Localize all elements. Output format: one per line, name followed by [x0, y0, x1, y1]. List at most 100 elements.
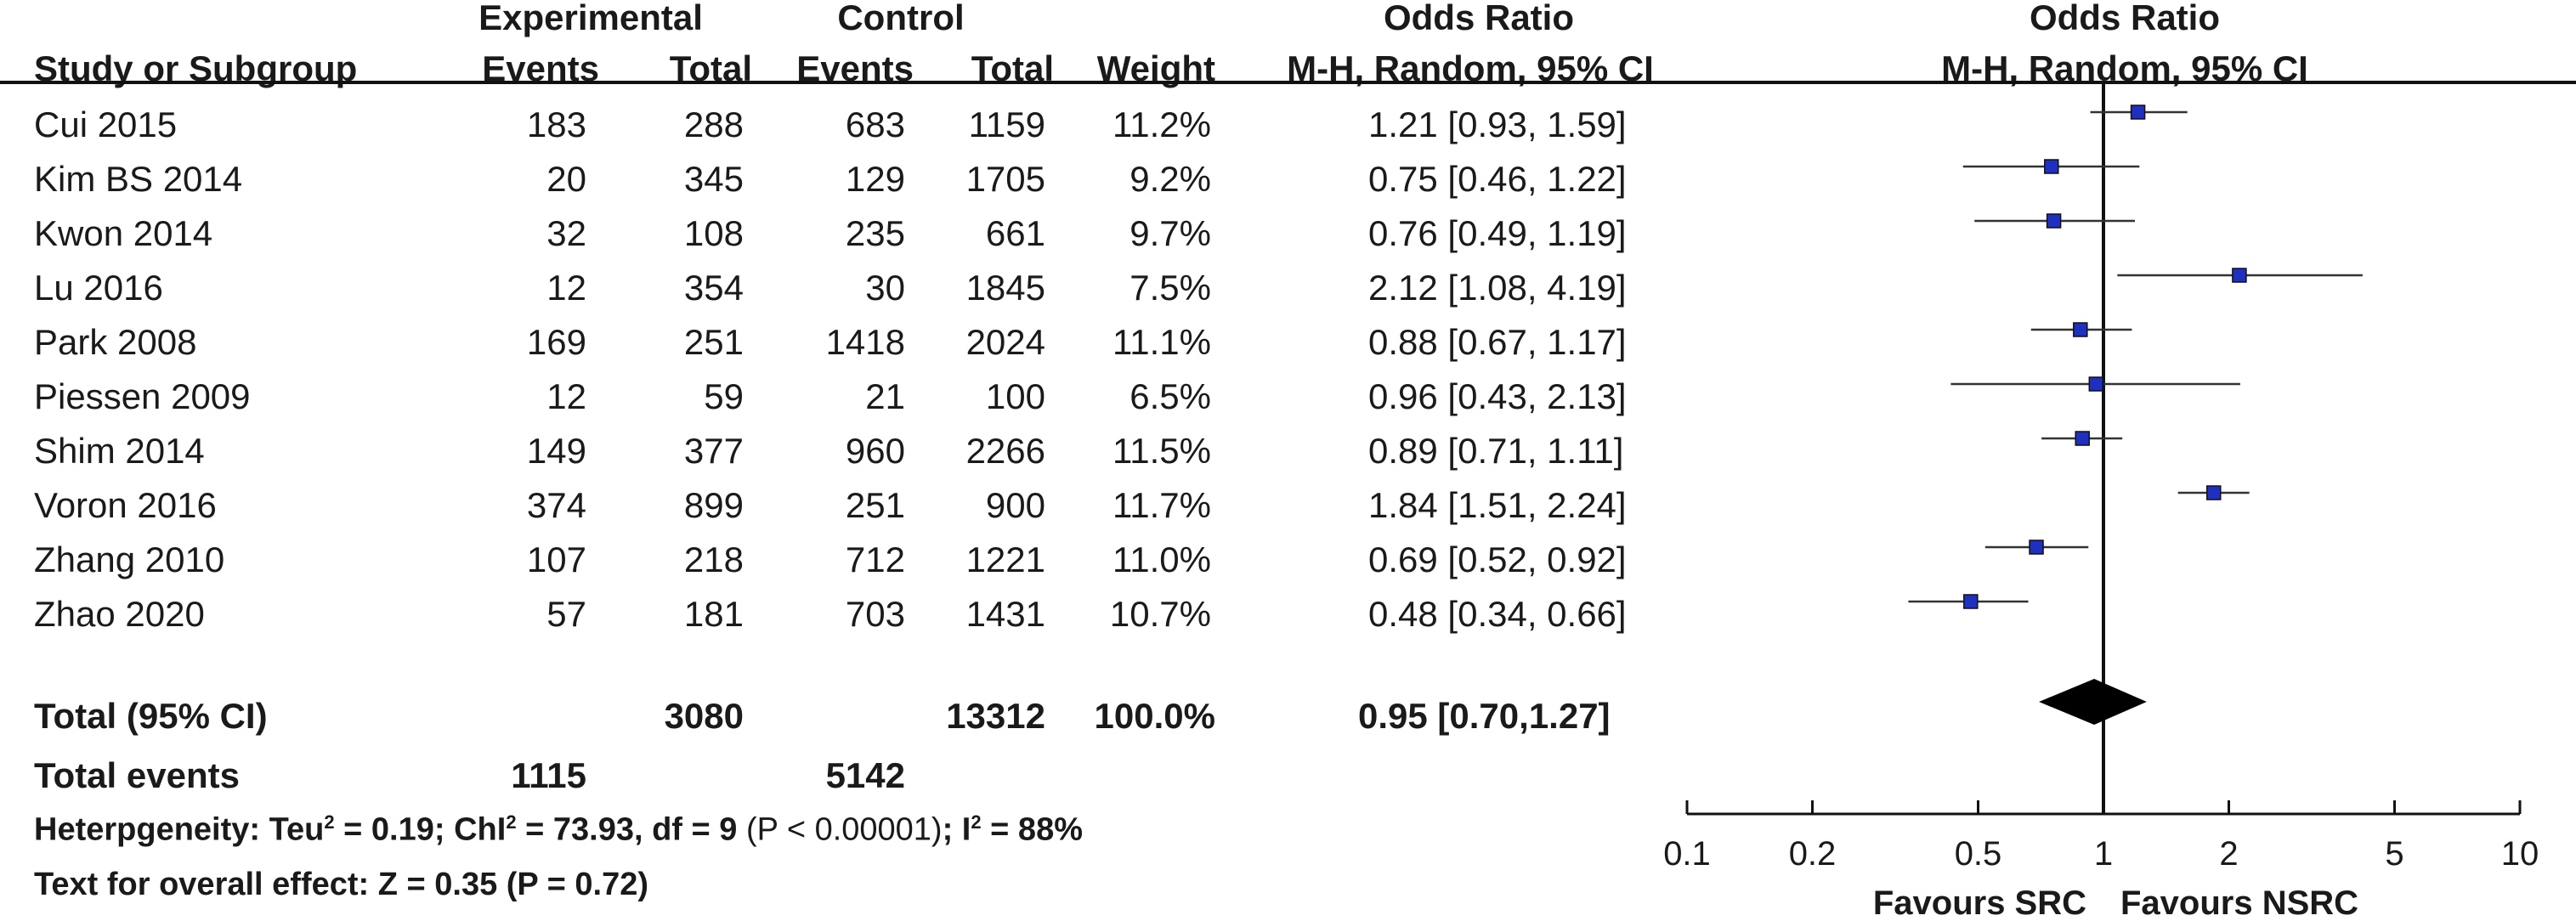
- or-ci-cell: 0.89 [0.71, 1.11]: [1368, 431, 1624, 471]
- study-name: Shim 2014: [34, 431, 205, 471]
- weight-cell: 7.5%: [1129, 268, 1211, 308]
- point-marker: [2088, 376, 2104, 392]
- weight-cell: 11.0%: [1112, 540, 1211, 579]
- odds-ratio-plot-group-header: Odds Ratio: [2029, 0, 2220, 37]
- ctl-events-cell: 30: [865, 268, 905, 308]
- study-name: Kim BS 2014: [34, 159, 243, 199]
- header-divider: [0, 81, 2576, 84]
- pooled-diamond: [2039, 679, 2147, 725]
- exp-total-cell: 218: [683, 540, 744, 579]
- exp-events-cell: 374: [526, 485, 586, 525]
- or-ci-cell: 0.96 [0.43, 2.13]: [1368, 376, 1627, 416]
- x-tick-label: 0.1: [1663, 835, 1711, 873]
- ctl-events-cell: 21: [865, 376, 905, 416]
- exp-total-cell: 251: [683, 322, 744, 362]
- exp-total-cell: 354: [683, 268, 744, 308]
- study-name: Voron 2016: [34, 485, 217, 525]
- total-events-ctl: 5142: [825, 755, 905, 795]
- x-tick-label: 2: [2219, 835, 2238, 873]
- or-ci-cell: 1.21 [0.93, 1.59]: [1368, 105, 1627, 144]
- ctl-total-cell: 2024: [965, 322, 1045, 362]
- table-row: Kwon 2014 32 108 235 661 9.7% 0.76 [0.49…: [0, 216, 1700, 267]
- total-events-label: Total events: [34, 755, 240, 795]
- ctl-total-cell: 900: [985, 485, 1045, 525]
- ctl-total-cell: 2266: [965, 431, 1045, 471]
- or-plot-column-header: M-H, Random, 95% CI: [1941, 48, 2308, 88]
- weight-cell: 11.2%: [1112, 105, 1211, 144]
- point-marker: [2232, 268, 2247, 283]
- table-row: Kim BS 2014 20 345 129 1705 9.2% 0.75 [0…: [0, 161, 1700, 212]
- ctl-events-cell: 129: [845, 159, 905, 199]
- ctl-events-cell: 683: [845, 105, 905, 144]
- exp-events-cell: 169: [526, 322, 586, 362]
- ctl-events-cell: 960: [845, 431, 905, 471]
- ctl-total-cell: 1705: [965, 159, 1045, 199]
- favours-left-label: Favours SRC: [1873, 884, 2086, 921]
- weight-cell: 11.5%: [1112, 431, 1211, 471]
- study-column-header: Study or Subgroup: [34, 48, 358, 88]
- exp-total-cell: 345: [683, 159, 744, 199]
- table-row: Cui 2015 183 288 683 1159 11.2% 1.21 [0.…: [0, 107, 1700, 158]
- overall-effect-text: Text for overall effect: Z = 0.35 (P = 0…: [34, 867, 649, 902]
- weight-cell: 10.7%: [1109, 594, 1211, 634]
- weight-cell: 9.7%: [1129, 213, 1211, 253]
- or-ci-cell: 1.84 [1.51, 2.24]: [1368, 485, 1627, 525]
- study-name: Cui 2015: [34, 105, 178, 144]
- or-ci-cell: 2.12 [1.08, 4.19]: [1368, 268, 1627, 308]
- or-ci-cell: 0.76 [0.49, 1.19]: [1368, 213, 1627, 253]
- or-text-column-header: M-H, Random, 95% CI: [1287, 48, 1654, 88]
- ctl-total-cell: 1431: [965, 594, 1045, 634]
- exp-events-cell: 12: [546, 268, 586, 308]
- table-row: Voron 2016 374 899 251 900 11.7% 1.84 [1…: [0, 488, 1700, 539]
- exp-total-cell: 108: [683, 213, 744, 253]
- ctl-total-cell: 1159: [968, 105, 1045, 144]
- study-name: Lu 2016: [34, 268, 163, 308]
- point-marker: [2073, 322, 2088, 337]
- exp-total-cell: 288: [683, 105, 744, 144]
- ctl-total-column-header: Total: [971, 48, 1054, 88]
- study-name: Zhao 2020: [34, 594, 205, 634]
- x-tick-label: 1: [2094, 835, 2113, 873]
- table-row: Lu 2016 12 354 30 1845 7.5% 2.12 [1.08, …: [0, 270, 1700, 321]
- ctl-events-cell: 251: [845, 485, 905, 525]
- point-marker: [2130, 105, 2146, 120]
- experimental-group-header: Experimental: [478, 0, 703, 37]
- ctl-total-cell: 1221: [965, 540, 1045, 579]
- x-tick-label: 5: [2385, 835, 2403, 873]
- control-group-header: Control: [837, 0, 965, 37]
- point-marker: [2075, 431, 2090, 446]
- exp-events-cell: 183: [526, 105, 586, 144]
- or-ci-cell: 0.88 [0.67, 1.17]: [1368, 322, 1627, 362]
- exp-total-column-header: Total: [669, 48, 752, 88]
- exp-events-cell: 149: [526, 431, 586, 471]
- exp-events-cell: 107: [526, 540, 586, 579]
- ctl-total-cell: 100: [985, 376, 1045, 416]
- study-name: Kwon 2014: [34, 213, 213, 253]
- weight-cell: 11.1%: [1112, 322, 1211, 362]
- weight-cell: 11.7%: [1112, 485, 1211, 525]
- table-row: Park 2008 169 251 1418 2024 11.1% 0.88 […: [0, 325, 1700, 376]
- exp-events-cell: 32: [546, 213, 586, 253]
- table-row: Zhang 2010 107 218 712 1221 11.0% 0.69 […: [0, 542, 1700, 593]
- study-name: Piessen 2009: [34, 376, 251, 416]
- x-tick-label: 10: [2501, 835, 2539, 873]
- table-row: Zhao 2020 57 181 703 1431 10.7% 0.48 [0.…: [0, 596, 1700, 647]
- ctl-events-cell: 703: [845, 594, 905, 634]
- exp-events-cell: 57: [546, 594, 586, 634]
- exp-events-cell: 20: [546, 159, 586, 199]
- point-marker: [2044, 159, 2059, 174]
- study-name: Park 2008: [34, 322, 197, 362]
- x-tick-label: 0.2: [1789, 835, 1837, 873]
- exp-total-cell: 899: [683, 485, 744, 525]
- total-events-exp: 1115: [511, 755, 586, 795]
- ctl-total-cell: 661: [985, 213, 1045, 253]
- heterogeneity-text: Heterpgeneity: Teu2 = 0.19; ChI2 = 73.93…: [34, 811, 1083, 848]
- point-marker: [2029, 540, 2044, 555]
- total-exp-total: 3080: [664, 696, 744, 736]
- weight-cell: 6.5%: [1129, 376, 1211, 416]
- or-ci-cell: 0.48 [0.34, 0.66]: [1368, 594, 1627, 634]
- or-ci-cell: 0.69 [0.52, 0.92]: [1368, 540, 1627, 579]
- exp-events-column-header: Events: [482, 48, 599, 88]
- table-row: Shim 2014 149 377 960 2266 11.5% 0.89 [0…: [0, 433, 1700, 484]
